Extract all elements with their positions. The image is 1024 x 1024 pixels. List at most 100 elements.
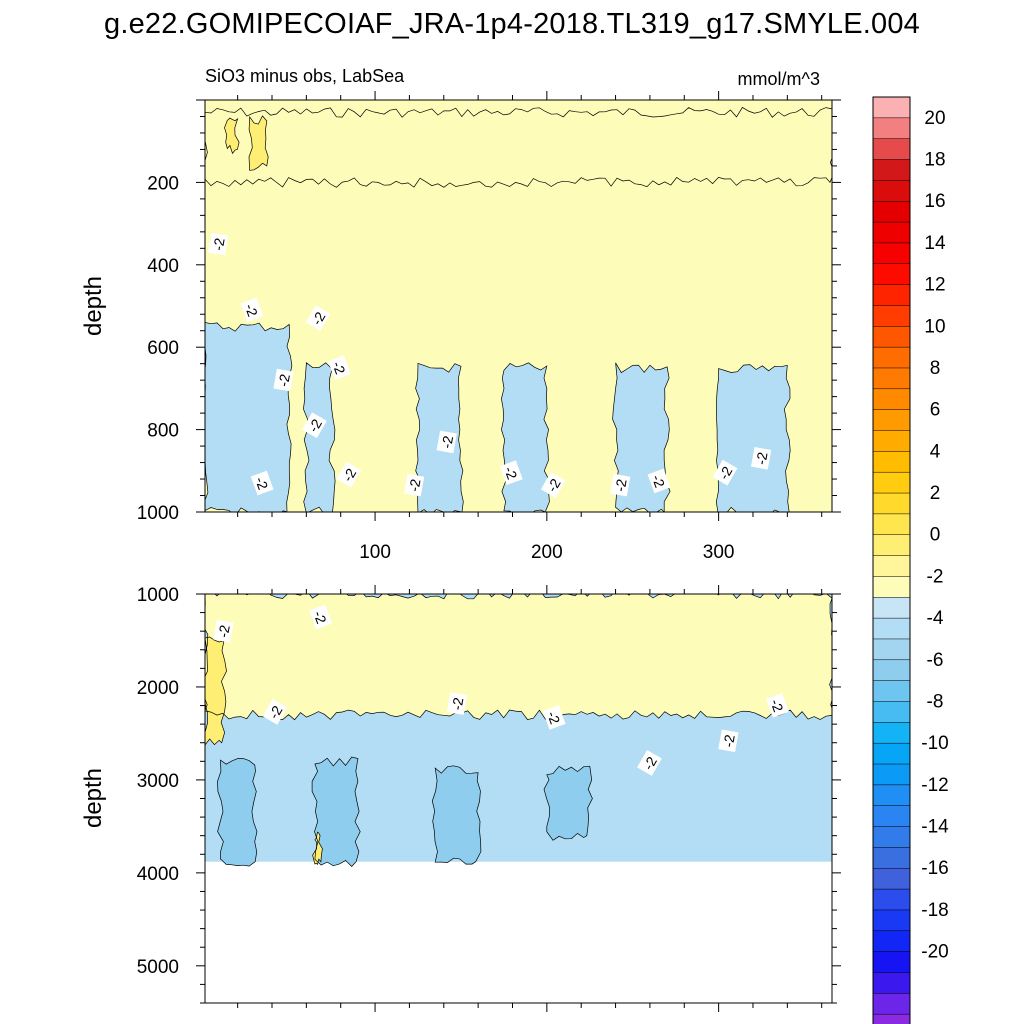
colorbar-swatch	[872, 555, 911, 577]
upper-y-tick-label: 400	[147, 256, 179, 277]
upper-contour-label: -2	[610, 473, 631, 497]
upper-contour-label: -2	[305, 305, 331, 332]
upper-y-tick-label: 1000	[137, 503, 179, 524]
colorbar-swatch	[872, 388, 911, 411]
lower-depth-panel: -2 -2 -2 -2 -2 -2 -2 -2 1000 2000 3000 4000 5000 de…	[80, 585, 841, 1012]
upper-x-axis: 100 200 300	[237, 91, 823, 563]
upper-contour-line-0	[205, 106, 832, 188]
lower-y-axis: 1000 2000 3000 4000 5000	[137, 585, 841, 1004]
upper-contour-label: -2	[436, 430, 457, 454]
colorbar-label: 10	[924, 316, 945, 337]
colorbar-label: -12	[921, 775, 948, 796]
svg-text:-2: -2	[252, 475, 271, 492]
colorbar-swatch	[872, 451, 911, 473]
lower-contour-label: -2	[262, 698, 288, 725]
svg-text:-2: -2	[242, 302, 261, 319]
colorbar-label: 4	[930, 441, 941, 462]
colorbar-label: -20	[921, 942, 948, 963]
lower-contour-label: -2	[637, 750, 662, 776]
lower-y-tick-label: 1000	[137, 585, 179, 606]
svg-text:-2: -2	[275, 372, 293, 387]
upper-region-8	[716, 364, 791, 512]
lower-region-0	[205, 594, 832, 720]
colorbar-swatch	[872, 805, 911, 828]
colorbar-swatch	[872, 742, 911, 765]
upper-contour-line-1	[224, 117, 240, 155]
colorbar-label: 20	[924, 108, 945, 129]
lower-contour-line-5	[543, 765, 593, 841]
colorbar-swatch	[872, 180, 911, 202]
svg-text:-2: -2	[406, 477, 424, 492]
lower-y-tick-label: 2000	[137, 678, 179, 699]
colorbar-label: 8	[930, 358, 941, 379]
lower-contour-labels: -2 -2 -2 -2 -2 -2 -2 -2	[213, 604, 789, 776]
upper-region-4	[303, 362, 336, 512]
lower-y-axis-title: depth	[80, 768, 107, 828]
colorbar-swatch	[872, 534, 911, 557]
lower-region-5	[544, 766, 593, 841]
colorbar-swatch	[872, 242, 911, 265]
lower-contour-label: -2	[446, 692, 468, 715]
svg-text:-2: -2	[753, 451, 771, 466]
lower-region-1	[205, 637, 227, 746]
colorbar-swatch	[872, 492, 911, 515]
upper-y-tick-label: 600	[147, 338, 179, 359]
upper-contour-labels: -2 -2 -2 -2 -2 -2 -2 -2 -2 -2 -2 -2 -2 -2 -2 -2	[208, 232, 772, 498]
lower-contour-lines	[205, 594, 832, 868]
lower-y-tick-label: 3000	[137, 771, 179, 792]
upper-x-tick-label: 100	[359, 542, 391, 563]
lower-contour-line-3	[311, 756, 361, 868]
colorbar-label: -14	[921, 817, 949, 838]
colorbar-swatch	[872, 346, 911, 369]
colorbar-label: 12	[924, 275, 945, 296]
colorbar-label: 0	[930, 525, 941, 546]
lower-contour-line-1	[205, 636, 227, 746]
svg-text:-2: -2	[310, 609, 329, 626]
lower-contour-label: -2	[542, 705, 566, 730]
colorbar-swatch	[872, 701, 911, 723]
colorbar-swatch	[872, 951, 911, 974]
lower-x-axis	[237, 585, 823, 1012]
colorbar-swatch	[872, 763, 911, 786]
colorbar-swatch	[872, 826, 911, 848]
colorbar-swatch	[872, 159, 911, 181]
lower-contour-fills	[205, 594, 832, 867]
colorbar-swatch	[872, 117, 911, 140]
lower-contour-label: -2	[766, 693, 789, 718]
upper-contour-line-2	[248, 115, 269, 171]
colorbar-swatch	[872, 930, 911, 953]
colorbar-label: 2	[930, 483, 941, 504]
svg-text:-2: -2	[720, 733, 738, 748]
lower-contour-label: -2	[213, 619, 234, 643]
colorbar-legend: 20181614121086420-2-4-6-8-10-12-14-16-18…	[872, 96, 949, 1024]
upper-contour-label: -2	[404, 473, 425, 497]
colorbar-label: -6	[927, 650, 944, 671]
svg-text:-2: -2	[767, 697, 786, 714]
colorbar-swatch	[872, 326, 911, 348]
lower-contour-line-0	[205, 594, 832, 721]
colorbar-swatch	[872, 972, 911, 994]
figure-title: g.e22.GOMIPECOIAF_JRA-1p4-2018.TL319_g17…	[104, 8, 920, 40]
colorbar-label: -8	[927, 691, 944, 712]
colorbar-swatch	[872, 680, 911, 703]
upper-plot-frame	[204, 99, 833, 513]
svg-text:-2: -2	[215, 623, 233, 638]
colorbar-frame	[872, 96, 911, 1024]
colorbar-tick-labels: 20181614121086420-2-4-6-8-10-12-14-16-18…	[921, 108, 949, 963]
upper-contour-label: -2	[712, 459, 738, 486]
colorbar-label: -10	[921, 733, 948, 754]
colorbar-swatch	[872, 471, 911, 494]
upper-contour-line-5	[415, 362, 464, 512]
colorbar-swatch	[872, 617, 911, 640]
upper-contour-lines	[205, 106, 832, 512]
colorbar-swatch	[872, 409, 911, 432]
colorbar-swatch	[872, 284, 911, 306]
upper-y-tick-label: 200	[147, 173, 179, 194]
colorbar-swatch	[872, 993, 911, 1015]
colorbar-swatch	[872, 888, 911, 911]
lower-region-2	[217, 758, 257, 867]
colorbar-swatch	[872, 305, 911, 327]
lower-contour-line-2	[217, 758, 258, 867]
colorbar-swatch	[872, 576, 911, 598]
